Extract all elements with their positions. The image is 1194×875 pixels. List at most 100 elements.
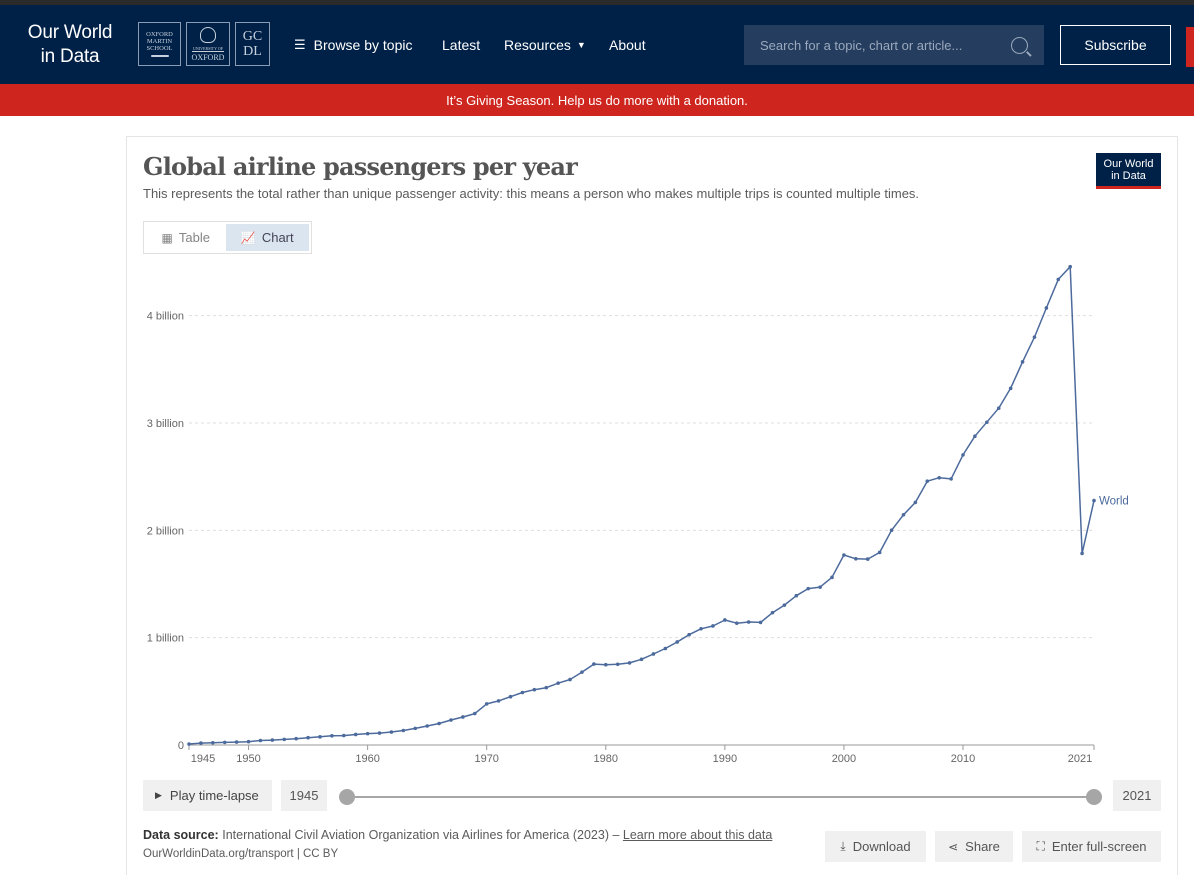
download-button[interactable]: ⤓ Download <box>825 831 926 862</box>
data-point <box>1020 360 1025 364</box>
data-point <box>794 593 799 598</box>
series-label: World <box>1099 496 1129 508</box>
data-point <box>211 740 215 745</box>
data-point <box>603 662 608 667</box>
data-point <box>353 732 358 737</box>
logo-gcdl-line1: GC <box>242 29 263 44</box>
data-point <box>496 699 501 703</box>
tab-chart[interactable]: 📈 Chart <box>225 224 309 251</box>
nav-browse-by-topic[interactable]: ☰ Browse by topic <box>294 35 412 55</box>
y-tick-label: 0 <box>178 740 184 752</box>
data-point <box>365 731 370 736</box>
timeline-end-handle[interactable] <box>1086 789 1102 805</box>
data-point <box>937 475 941 480</box>
data-point <box>734 621 739 625</box>
timeline-slider[interactable] <box>347 796 1094 798</box>
nav-about[interactable]: About <box>609 37 646 53</box>
chart-title: Global airline passengers per year <box>143 152 578 181</box>
logo-oxford-word: OXFORD <box>191 50 225 62</box>
download-label: Download <box>852 839 911 854</box>
data-point <box>222 740 227 745</box>
logo-oms-line3: SCHOOL <box>146 45 173 52</box>
x-tick-label: 2021 <box>1068 753 1092 765</box>
tab-table-label: Table <box>178 230 210 245</box>
donate-button[interactable] <box>1186 27 1194 67</box>
data-point <box>425 724 429 728</box>
data-point <box>961 453 965 457</box>
data-point <box>1032 335 1037 339</box>
data-point <box>842 553 846 557</box>
university-of-oxford-logo[interactable]: UNIVERSITY OF OXFORD <box>186 22 230 66</box>
site-brand[interactable]: Our World in Data <box>20 21 120 69</box>
data-point <box>294 736 298 741</box>
search-placeholder: Search for a topic, chart or article... <box>760 37 963 53</box>
fullscreen-button[interactable]: ⛶ Enter full-screen <box>1022 831 1161 862</box>
data-point <box>877 550 882 555</box>
line-chart: 0 1 billion 2 billion 3 billion 4 billion 194… <box>147 264 1129 765</box>
data-point <box>1068 264 1072 269</box>
logo-oms-line2: MARTIN <box>146 38 173 45</box>
subscribe-button[interactable]: Subscribe <box>1060 25 1171 65</box>
data-point <box>782 603 787 607</box>
data-point <box>758 620 763 625</box>
data-point <box>270 738 275 742</box>
data-point <box>592 662 596 666</box>
owid-logo-line1: Our World <box>1103 158 1154 170</box>
data-point <box>830 575 834 580</box>
play-timelapse-button[interactable]: ▶ Play time-lapse <box>143 780 272 811</box>
data-point <box>1080 551 1084 556</box>
nav-resources[interactable]: Resources ▼ <box>504 35 586 55</box>
data-point <box>282 737 287 742</box>
data-point <box>627 661 632 665</box>
end-year-label: 2021 <box>1113 780 1161 811</box>
data-point <box>818 585 822 589</box>
data-point <box>854 556 858 561</box>
data-point <box>342 733 346 738</box>
logo-oxford-small: UNIVERSITY OF <box>193 45 223 51</box>
data-point <box>568 677 572 682</box>
expand-icon: ⛶ <box>1036 839 1045 853</box>
data-point <box>913 500 918 505</box>
oxford-crest-icon <box>200 26 216 43</box>
data-point <box>651 652 656 656</box>
table-icon: ▦ <box>161 230 173 245</box>
x-tick-label: 1990 <box>713 753 737 765</box>
timeline-start-handle[interactable] <box>339 789 355 805</box>
data-point <box>615 662 620 667</box>
nav-resources-label: Resources <box>504 37 571 53</box>
data-point <box>889 528 894 533</box>
oxford-martin-school-logo[interactable]: OXFORD MARTIN SCHOOL <box>138 22 181 66</box>
data-point <box>1044 306 1049 310</box>
list-icon: ☰ <box>294 37 306 52</box>
x-tick-label: 2010 <box>951 753 975 765</box>
data-point <box>746 620 751 624</box>
search-input[interactable]: Search for a topic, chart or article... <box>744 25 1044 65</box>
fullscreen-label: Enter full-screen <box>1051 839 1147 854</box>
y-tick-label: 2 billion <box>147 525 184 537</box>
share-button[interactable]: ⋖ Share <box>935 831 1013 862</box>
search-icon[interactable] <box>1011 36 1028 54</box>
chevron-down-icon: ▼ <box>576 40 586 50</box>
data-point <box>437 721 441 726</box>
series-line-world <box>188 265 1095 745</box>
data-point <box>532 687 537 692</box>
source-label: Data source: <box>143 828 219 842</box>
footer-url[interactable]: OurWorldinData.org/transport | CC BY <box>143 848 339 860</box>
nav-latest[interactable]: Latest <box>442 37 481 53</box>
data-point <box>925 479 930 483</box>
tab-table[interactable]: ▦ Table <box>146 224 226 251</box>
data-point <box>484 702 489 706</box>
data-point <box>449 718 453 722</box>
data-point <box>699 626 703 631</box>
data-point <box>865 557 870 561</box>
learn-more-link[interactable]: Learn more about this data <box>622 828 773 842</box>
owid-logo[interactable]: Our World in Data <box>1096 153 1161 189</box>
giving-season-banner[interactable]: It’s Giving Season. Help us do more with… <box>0 84 1194 116</box>
data-point <box>985 420 989 425</box>
data-point <box>1008 386 1013 391</box>
data-point <box>187 742 191 746</box>
gcdl-logo[interactable]: GC DL <box>235 22 270 66</box>
download-icon: ⤓ <box>840 839 846 853</box>
data-point <box>770 610 775 615</box>
y-tick-label: 4 billion <box>147 311 184 323</box>
